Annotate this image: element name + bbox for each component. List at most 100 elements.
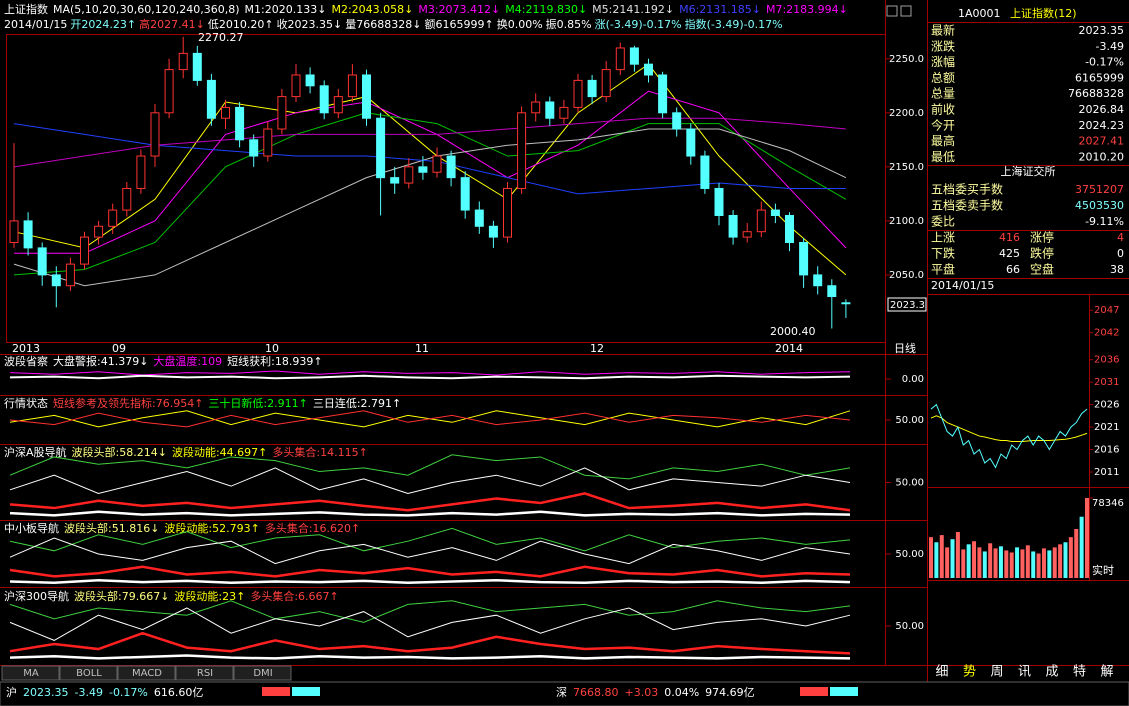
quote-label: 最高 [931, 133, 955, 148]
quote-value: 76688328 [1068, 87, 1124, 100]
panel-label: 短线获利:18.939↑ [227, 354, 322, 368]
panel-label: 波段省察 [4, 354, 48, 368]
candle-body [629, 47, 639, 65]
indicator-line [9, 370, 851, 376]
y-tick-label: 2016 [1094, 445, 1119, 456]
y-tick-label: 0.00 [902, 374, 924, 385]
info-item: 2014/01/15 [4, 18, 67, 31]
candle-body [474, 209, 484, 227]
candle-body [813, 274, 823, 287]
x-tick-label: 09 [112, 342, 126, 355]
volume-bar [1036, 553, 1041, 578]
order-value: 4503530 [1075, 199, 1124, 212]
y-tick-label: 2047 [1094, 305, 1119, 316]
volume-bar [1009, 552, 1014, 578]
indicator-line [9, 467, 851, 494]
y-tick-label: 2042 [1094, 328, 1119, 339]
side-tab[interactable]: 势 [963, 664, 976, 680]
candle-body [827, 285, 837, 298]
candle-body [460, 177, 470, 211]
indicator-line [9, 410, 851, 428]
tab-label[interactable]: BOLL [76, 668, 102, 679]
side-tab[interactable]: 周 [990, 665, 1003, 680]
tab-label[interactable]: DMI [253, 668, 272, 679]
candle-body [376, 117, 386, 179]
y-tick-label: 2021 [1094, 422, 1119, 433]
tab[interactable] [1, 665, 60, 681]
candle-body [305, 74, 315, 87]
legend-item: M4:2119.830↓ [505, 3, 587, 16]
panel-label: 波段动能:52.793↑ [164, 521, 259, 535]
breadth-value: 4 [1117, 231, 1124, 244]
tab-label[interactable]: MACD [132, 668, 162, 679]
status-item: 沪 [6, 685, 17, 699]
candle-body [136, 155, 146, 189]
price-line [930, 403, 1088, 469]
side-tab[interactable]: 成 [1045, 665, 1058, 680]
tab[interactable] [175, 665, 234, 681]
y-tick-label: 2200.0 [889, 108, 924, 119]
breadth-label: 上涨 [931, 230, 955, 245]
panel-label: 波段头部:51.816↓ [64, 521, 159, 535]
panel-label: 多头集合:16.620↑ [265, 521, 360, 535]
candle-body [545, 101, 555, 119]
quote-value: -3.49 [1096, 40, 1124, 53]
quote-name: 上证指数(12) [1010, 6, 1077, 20]
volume-bar [1025, 545, 1030, 578]
candle-body [799, 241, 809, 276]
candle-body [728, 214, 738, 238]
tab-label[interactable]: MA [23, 668, 39, 679]
volume-bar [1015, 547, 1020, 578]
quote-label: 最新 [931, 23, 955, 38]
indicator-line [9, 654, 851, 660]
quote-value: -0.17% [1085, 56, 1124, 69]
candle-body [390, 177, 400, 184]
side-tab[interactable]: 细 [935, 665, 948, 680]
x-tick-label: 2013 [12, 342, 40, 355]
candle-body [206, 79, 216, 119]
indicator-line [9, 600, 851, 623]
indicator-line [9, 492, 851, 512]
breadth-label: 涨停 [1030, 230, 1054, 245]
tab[interactable] [117, 665, 176, 681]
candle-body [51, 274, 61, 287]
y-tick-label: 50.00 [895, 549, 924, 560]
info-item: 振0.85% [546, 17, 592, 31]
side-tab[interactable]: 讯 [1018, 665, 1031, 680]
quote-value: 2010.20 [1079, 150, 1125, 163]
tab[interactable] [59, 665, 118, 681]
panel-label: 大盘温度:109 [153, 354, 222, 368]
order-value: 3751207 [1075, 183, 1124, 196]
low-note: 2000.40 [770, 325, 816, 338]
info-item: 指数(-3.49)-0.17% [685, 17, 783, 31]
window-icon[interactable] [900, 5, 912, 17]
side-tab[interactable]: 解 [1100, 665, 1113, 680]
candle-body [770, 209, 780, 216]
info-item: 高2027.41↓ [139, 17, 205, 31]
candle-body [700, 155, 710, 189]
indicator-line [9, 537, 851, 565]
candle-body [517, 112, 527, 189]
tab-label[interactable]: RSI [197, 668, 213, 679]
indicator-line [9, 565, 851, 578]
indicator-line [9, 607, 851, 641]
window-icon[interactable] [886, 5, 898, 17]
candle-body [531, 101, 541, 114]
legend-item: M6:2131.185↓ [679, 3, 761, 16]
quote-value: 6165999 [1075, 71, 1124, 84]
order-label: 委比 [931, 215, 955, 229]
info-item: 低2010.20↑ [208, 18, 274, 31]
tab[interactable] [233, 665, 292, 681]
quote-value: 2023.35 [1079, 24, 1125, 37]
breadth-label: 下跌 [931, 246, 955, 261]
volume-bar [977, 547, 982, 578]
high-note: 2270.27 [198, 31, 244, 44]
status-gauge [830, 687, 858, 696]
candle-body [418, 166, 428, 173]
side-tab[interactable]: 特 [1073, 665, 1086, 680]
y-tick-label: 50.00 [895, 478, 924, 489]
status-item: -0.17% [109, 686, 148, 699]
panel-label: 波段头部:79.667↓ [74, 589, 169, 603]
status-item: 974.69亿 [705, 686, 755, 699]
panel-label: 波段头部:58.214↓ [72, 445, 167, 459]
